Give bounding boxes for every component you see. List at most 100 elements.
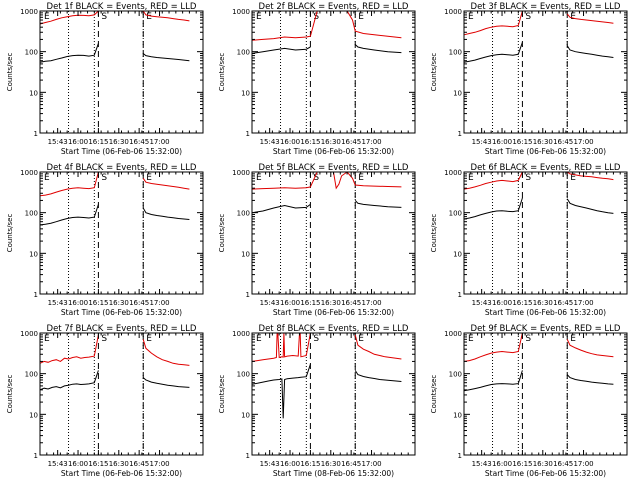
x-tick-label: 17:00	[149, 299, 169, 307]
series-line-events	[142, 53, 190, 62]
x-axis-label: Start Time (06-Feb-06 15:32:00)	[485, 147, 606, 156]
x-tick-label: 16:45	[553, 138, 573, 146]
series-line-events	[251, 364, 311, 419]
series-line-events	[39, 370, 99, 391]
y-axis-label: Counts/sec	[430, 214, 438, 253]
x-tick-label: 15:43	[260, 299, 280, 307]
x-tick-label: 16:30	[109, 460, 129, 468]
y-axis-label: Counts/sec	[430, 375, 438, 414]
y-tick-label: 100	[237, 371, 250, 379]
x-tick-label: 16:30	[533, 138, 553, 146]
x-tick-label: 16:45	[129, 460, 149, 468]
y-tick-label: 1000	[444, 169, 462, 177]
marker-label: E	[146, 12, 152, 22]
x-tick-label: 16:15	[512, 299, 532, 307]
series-line-lld	[39, 10, 99, 25]
x-tick-label: 17:00	[149, 138, 169, 146]
series-line-events	[463, 197, 523, 220]
y-tick-label: 100	[449, 49, 462, 57]
series-line-events	[39, 204, 99, 226]
y-tick-label: 1000	[232, 169, 250, 177]
marker-label: E	[146, 334, 152, 344]
x-tick-label: 16:15	[300, 460, 320, 468]
marker-label: E	[44, 334, 50, 344]
x-tick-label: 16:30	[109, 138, 129, 146]
marker-label: E	[570, 12, 576, 22]
panel-det-6: Det 6f BLACK = Events, RED = LLD Counts/s…	[430, 163, 628, 317]
series-line-lld	[566, 13, 614, 24]
y-tick-label: 1	[458, 452, 462, 460]
panel-det-3: Det 3f BLACK = Events, RED = LLD Counts/s…	[430, 2, 628, 156]
marker-label: E	[44, 173, 50, 183]
x-tick-label: 16:30	[321, 138, 341, 146]
x-tick-label: 16:15	[88, 299, 108, 307]
panel-title: Det 3f BLACK = Events, RED = LLD	[471, 2, 621, 12]
y-tick-label: 10	[29, 89, 38, 97]
marker-label: E	[358, 173, 364, 183]
x-tick-label: 17:00	[361, 460, 381, 468]
x-tick-label: 16:15	[512, 460, 532, 468]
marker-label: E	[468, 12, 474, 22]
marker-label: S	[313, 334, 319, 344]
x-tick-label: 15:43	[472, 138, 492, 146]
panel-det-9: Det 9f BLACK = Events, RED = LLD Counts/s…	[430, 324, 628, 478]
x-tick-label: 16:00	[492, 138, 512, 146]
x-tick-label: 16:45	[553, 299, 573, 307]
series-line-lld	[142, 178, 190, 190]
x-tick-label: 16:00	[492, 299, 512, 307]
panel-title: Det 4f BLACK = Events, RED = LLD	[47, 163, 197, 173]
x-axis-label: Start Time (06-Feb-06 15:32:00)	[273, 147, 394, 156]
y-tick-label: 10	[29, 411, 38, 419]
marker-label: S	[101, 173, 107, 183]
marker-label: S	[313, 12, 319, 22]
x-tick-label: 15:43	[472, 460, 492, 468]
x-tick-label: 15:43	[472, 299, 492, 307]
marker-label: E	[570, 334, 576, 344]
x-tick-label: 16:00	[68, 138, 88, 146]
y-tick-label: 10	[241, 89, 250, 97]
y-tick-label: 1000	[20, 169, 38, 177]
x-tick-label: 15:43	[260, 460, 280, 468]
x-tick-label: 16:00	[492, 460, 512, 468]
x-tick-label: 15:43	[48, 299, 68, 307]
x-tick-label: 16:45	[129, 138, 149, 146]
y-tick-label: 100	[25, 371, 38, 379]
x-tick-label: 17:00	[149, 460, 169, 468]
x-tick-label: 17:00	[361, 299, 381, 307]
series-line-events	[251, 203, 311, 214]
panel-det-2: Det 2f BLACK = Events, RED = LLD Counts/s…	[218, 2, 416, 156]
x-tick-label: 16:30	[321, 299, 341, 307]
marker-label: S	[525, 12, 531, 22]
marker-label: S	[525, 334, 531, 344]
marker-label: S	[101, 12, 107, 22]
x-tick-label: 16:15	[88, 138, 108, 146]
y-tick-label: 10	[453, 89, 462, 97]
x-tick-label: 16:30	[109, 299, 129, 307]
x-tick-label: 16:00	[280, 299, 300, 307]
x-tick-label: 16:30	[533, 460, 553, 468]
x-tick-label: 16:15	[88, 460, 108, 468]
series-line-events	[354, 200, 402, 208]
series-line-lld	[463, 171, 523, 190]
y-tick-label: 1000	[444, 330, 462, 338]
panel-title: Det 8f BLACK = Events, RED = LLD	[259, 324, 409, 334]
series-line-events	[39, 43, 99, 63]
x-axis-label: Start Time (08-Feb-06 15:32:00)	[273, 469, 394, 478]
x-axis-label: Start Time (06-Feb-06 15:32:00)	[273, 308, 394, 317]
marker-label: E	[256, 173, 262, 183]
y-tick-label: 100	[449, 210, 462, 218]
y-tick-label: 1	[34, 452, 38, 460]
x-tick-label: 16:45	[341, 138, 361, 146]
marker-label: S	[101, 334, 107, 344]
marker-label: S	[313, 173, 319, 183]
y-tick-label: 10	[453, 411, 462, 419]
x-tick-label: 15:43	[48, 460, 68, 468]
x-tick-label: 16:45	[341, 299, 361, 307]
x-tick-label: 15:43	[260, 138, 280, 146]
x-tick-label: 16:45	[129, 299, 149, 307]
series-line-events	[354, 44, 402, 54]
y-tick-label: 100	[25, 210, 38, 218]
y-tick-label: 10	[241, 411, 250, 419]
